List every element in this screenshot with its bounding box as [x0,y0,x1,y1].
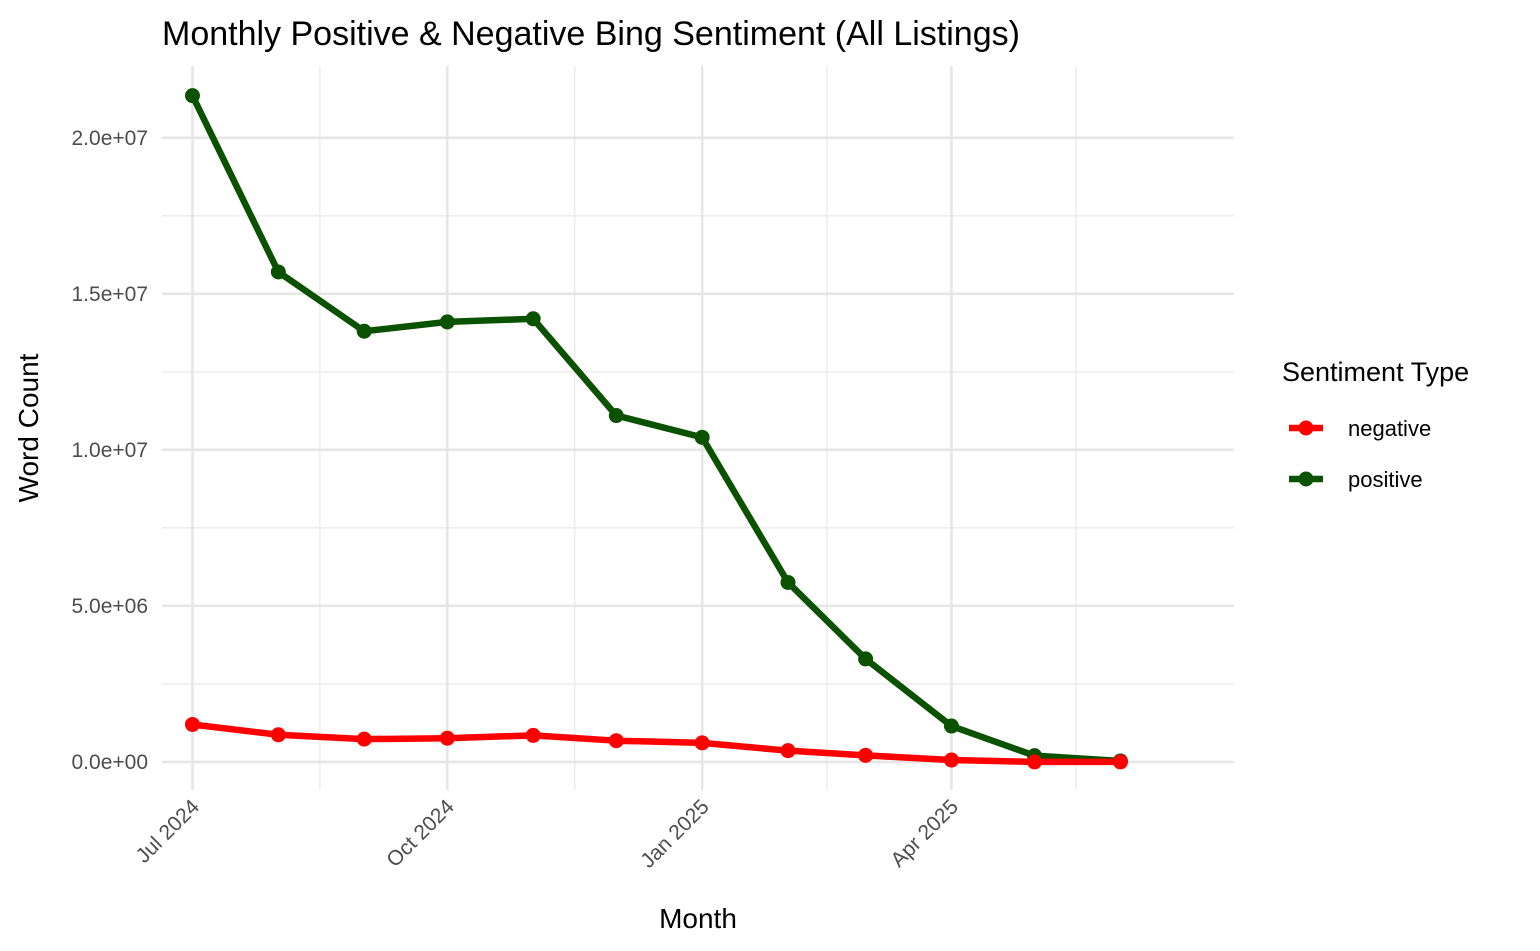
data-point-negative [780,743,796,759]
y-axis-title: Word Count [13,353,44,502]
data-point-positive [184,88,200,104]
y-tick-label: 0.0e+00 [72,751,149,774]
series-lines [189,92,1124,766]
minor-grid [162,66,1234,790]
data-point-positive [858,651,874,667]
x-axis-tick-labels: Jul 2024 Oct 2024 Jan 2025 Apr 2025 [132,795,963,873]
x-tick-label: Apr 2025 [886,795,963,872]
data-point-positive [525,311,541,327]
legend-keys: negative positive [1289,416,1431,492]
legend-label-negative: negative [1348,416,1431,441]
data-point-negative [943,752,959,768]
data-point-positive [608,408,624,424]
data-point-positive [694,429,710,445]
x-tick-label: Jan 2025 [636,795,713,872]
data-point-negative [439,730,455,746]
data-point-positive [356,323,372,339]
data-point-positive [943,718,959,734]
data-point-negative [184,716,200,732]
y-tick-label: 1.0e+07 [72,439,149,462]
data-point-negative [1027,754,1043,770]
data-point-positive [780,574,796,590]
x-tick-label: Oct 2024 [382,795,459,872]
x-axis-title: Month [659,903,737,934]
y-tick-label: 5.0e+06 [72,595,149,618]
legend-label-positive: positive [1348,467,1423,492]
y-tick-label: 2.0e+07 [72,127,149,150]
major-grid [162,66,1234,790]
chart-title: Monthly Positive & Negative Bing Sentime… [162,15,1020,53]
series-line-negative [189,721,1124,766]
data-point-positive [439,314,455,330]
series-points [184,88,1128,770]
legend-key-point-positive [1298,471,1314,487]
legend: Sentiment Type negative positive [1282,357,1469,492]
series-line-positive [189,92,1124,765]
y-axis-tick-labels: 0.0e+00 5.0e+06 1.0e+07 1.5e+07 2.0e+07 [72,127,149,774]
x-tick-label: Jul 2024 [132,795,205,868]
y-tick-label: 1.5e+07 [72,283,149,306]
data-point-negative [525,727,541,743]
data-point-positive [270,264,286,280]
data-point-negative [858,747,874,763]
legend-key-point-negative [1298,420,1314,436]
data-point-negative [694,735,710,751]
data-point-negative [1112,754,1128,770]
legend-title: Sentiment Type [1282,357,1469,387]
data-point-negative [356,731,372,747]
data-point-negative [608,733,624,749]
data-point-negative [270,727,286,743]
